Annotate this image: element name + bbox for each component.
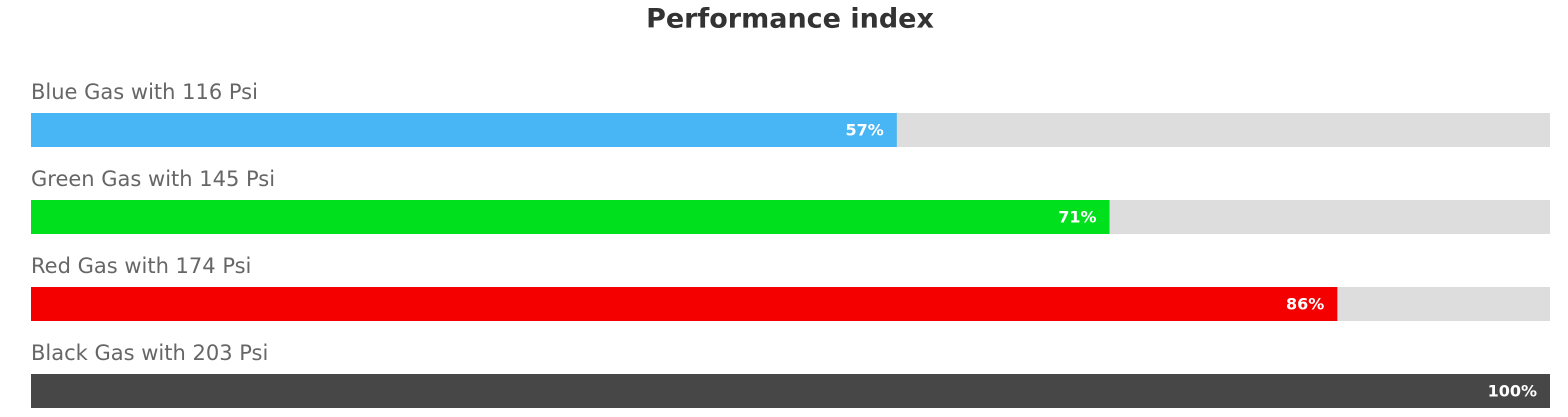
- bar: [31, 200, 1110, 234]
- value-label: 71%: [1058, 208, 1096, 227]
- category-label: Blue Gas with 116 Psi: [31, 80, 258, 104]
- chart-title: Performance index: [646, 4, 934, 35]
- value-label: 86%: [1286, 295, 1324, 314]
- value-label: 57%: [846, 121, 884, 140]
- bar: [31, 374, 1550, 408]
- category-label: Red Gas with 174 Psi: [31, 254, 251, 278]
- bar: [31, 287, 1338, 321]
- value-label: 100%: [1488, 382, 1537, 401]
- bar: [31, 113, 897, 147]
- category-label: Black Gas with 203 Psi: [31, 341, 268, 365]
- category-label: Green Gas with 145 Psi: [31, 167, 275, 191]
